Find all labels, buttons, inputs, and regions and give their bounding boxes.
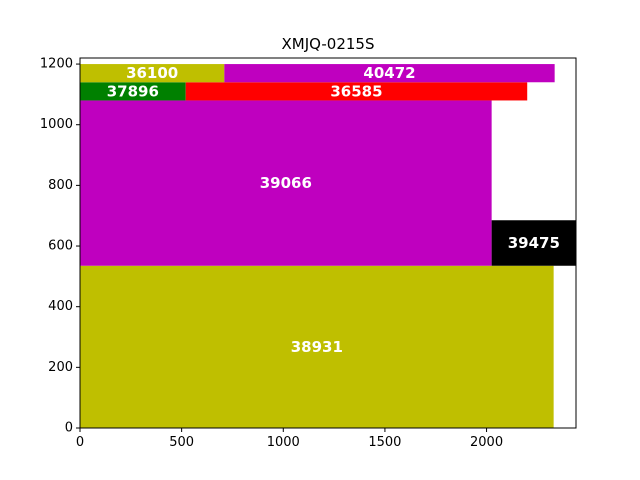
x-axis: 0 500 1000 1500 2000 <box>76 428 503 450</box>
treemap-rect-37896 <box>80 82 186 101</box>
treemap-rect-label: 36100 <box>126 64 178 82</box>
x-tick-label: 1000 <box>267 435 300 450</box>
treemap-rect-label: 39475 <box>508 234 560 252</box>
x-tick-label: 0 <box>76 435 84 450</box>
treemap-rect-36585 <box>185 82 528 101</box>
y-tick-label: 800 <box>48 178 73 193</box>
y-tick-label: 600 <box>48 239 73 254</box>
treemap-rect-40472 <box>224 64 555 83</box>
treemap-rect-label: 37896 <box>107 82 159 100</box>
treemap-rect-label: 36585 <box>330 82 382 100</box>
treemap-rect-label: 38931 <box>291 338 343 356</box>
treemap-rect-36100 <box>80 64 225 83</box>
x-tick-label: 2000 <box>470 435 503 450</box>
y-tick-label: 0 <box>65 421 73 436</box>
chart-rects <box>80 64 576 428</box>
treemap-rect-38931 <box>80 265 554 428</box>
y-tick-label: 200 <box>48 360 73 375</box>
y-tick-label: 1000 <box>40 117 73 132</box>
y-axis: 0 200 400 600 800 1000 1200 <box>40 57 80 436</box>
y-tick-label: 400 <box>48 299 73 314</box>
chart-title: XMJQ-0215S <box>282 35 375 53</box>
x-tick-label: 500 <box>169 435 194 450</box>
treemap-rect-39066 <box>80 100 492 266</box>
treemap-rect-39475 <box>491 220 576 266</box>
plot-frame <box>79 57 577 429</box>
y-tick-label: 1200 <box>40 57 73 72</box>
chart-rect-labels: 38931 39066 39475 37896 36585 36100 40472 <box>107 64 560 356</box>
x-tick-label: 1500 <box>368 435 401 450</box>
treemap-rect-label: 40472 <box>363 64 415 82</box>
treemap-rect-label: 39066 <box>260 174 312 192</box>
